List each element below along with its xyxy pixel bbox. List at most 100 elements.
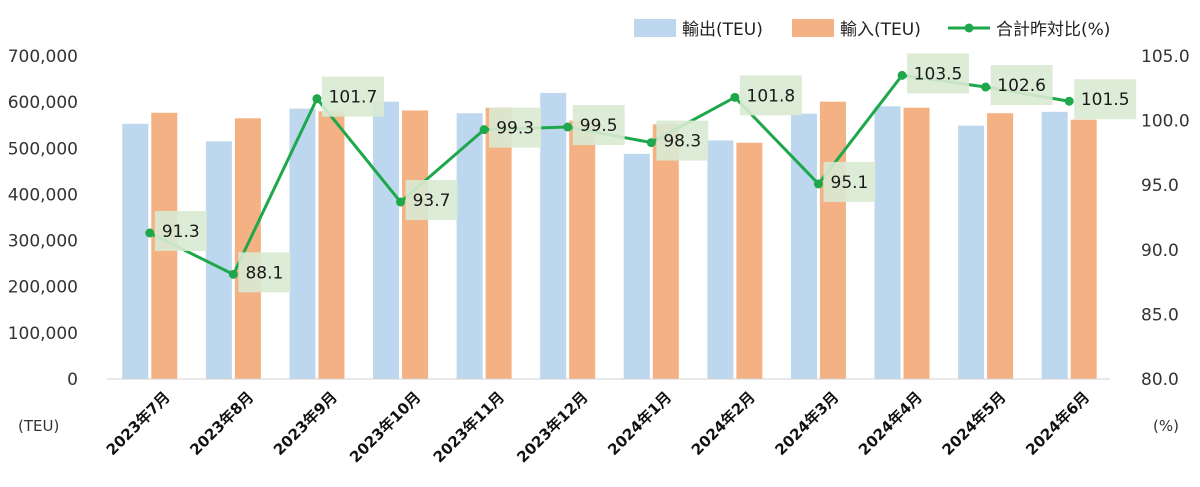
left-tick-label: 300,000 — [8, 232, 78, 252]
yoy-point — [145, 228, 155, 238]
yoy-point — [396, 197, 406, 207]
data-label-box — [154, 211, 207, 252]
x-tick-label: 2024年1月 — [604, 388, 675, 459]
bar-import — [485, 107, 512, 380]
x-tick-label: 2024年5月 — [939, 388, 1010, 459]
left-tick-label: 200,000 — [8, 278, 78, 298]
bar-export — [874, 106, 901, 379]
data-label-box — [739, 75, 802, 116]
legend: 輸出(TEU) 輸入(TEU) 合計昨対比(%) — [634, 19, 1110, 40]
right-tick-label: 85.0 — [1141, 305, 1179, 325]
data-label: 91.3 — [162, 222, 200, 242]
legend-label-import: 輸入(TEU) — [840, 20, 921, 40]
data-label: 101.7 — [329, 88, 378, 108]
data-label: 88.1 — [245, 263, 283, 283]
data-label-box — [656, 120, 709, 161]
data-label-box — [572, 105, 625, 146]
x-tick-label: 2023年12月 — [513, 388, 591, 466]
bar-export — [707, 140, 734, 379]
x-tick-label: 2024年6月 — [1022, 388, 1093, 459]
legend-label-yoy: 合計昨対比(%) — [996, 20, 1110, 40]
right-tick-label: 100.0 — [1141, 112, 1190, 132]
bar-export — [1041, 111, 1068, 379]
bar-export — [456, 113, 483, 380]
data-label-box — [405, 179, 458, 220]
left-axis-unit: (TEU) — [18, 417, 59, 435]
data-label: 95.1 — [831, 173, 869, 193]
data-label-box — [990, 65, 1053, 106]
data-label: 99.5 — [580, 116, 618, 136]
bar-export — [790, 113, 817, 379]
data-label: 93.7 — [413, 191, 451, 211]
bar-import — [903, 107, 930, 380]
right-axis-ticks: 80.0 85.0 90.0 95.0 100.0 105.0 — [1141, 47, 1190, 390]
data-label-box — [489, 107, 542, 148]
data-label: 98.3 — [663, 132, 701, 152]
right-tick-label: 95.0 — [1141, 176, 1179, 196]
bar-import — [402, 110, 429, 379]
yoy-point — [228, 269, 238, 279]
left-tick-label: 100,000 — [8, 324, 78, 344]
bar-import — [1070, 119, 1097, 380]
line-series-group — [145, 70, 1074, 279]
yoy-point — [1064, 96, 1074, 106]
x-tick-label: 2023年10月 — [346, 388, 424, 466]
bar-import — [652, 124, 679, 379]
bar-export — [623, 153, 650, 379]
x-tick-label: 2023年11月 — [430, 388, 508, 466]
x-tick-label: 2023年7月 — [103, 388, 174, 459]
bar-export — [289, 108, 316, 380]
left-axis-ticks: 0 100,000 200,000 300,000 400,000 500,000 600,… — [8, 47, 78, 390]
bar-import — [736, 142, 763, 379]
legend-swatch-import — [792, 19, 834, 37]
yoy-point — [897, 70, 907, 80]
bar-series-group — [122, 92, 1097, 380]
yoy-point — [730, 92, 740, 102]
x-axis-ticks: 2023年7月 2023年8月 2023年9月 2023年10月 2023年11月 202… — [103, 388, 1093, 466]
yoy-point — [981, 82, 991, 92]
bar-import — [318, 111, 345, 379]
left-tick-label: 500,000 — [8, 139, 78, 159]
right-tick-label: 105.0 — [1141, 47, 1190, 67]
data-label: 102.6 — [997, 76, 1046, 96]
right-axis-unit: (%) — [1153, 417, 1179, 435]
bar-import — [987, 113, 1014, 380]
right-tick-label: 80.0 — [1141, 370, 1179, 390]
data-label-box — [321, 76, 384, 117]
yoy-point — [563, 122, 573, 132]
left-tick-label: 400,000 — [8, 185, 78, 205]
legend-swatch-export — [634, 19, 676, 37]
right-tick-label: 90.0 — [1141, 241, 1179, 261]
yoy-point — [646, 138, 656, 148]
bar-export — [540, 92, 567, 380]
data-label: 99.3 — [496, 119, 534, 139]
bar-export — [122, 123, 149, 379]
x-tick-label: 2024年3月 — [771, 388, 842, 459]
left-tick-label: 700,000 — [8, 47, 78, 67]
left-tick-label: 600,000 — [8, 93, 78, 113]
legend-label-export: 輸出(TEU) — [682, 20, 763, 40]
bar-import — [234, 118, 261, 380]
bar-import — [819, 101, 846, 379]
data-label-box — [1074, 79, 1137, 120]
data-label-box — [238, 252, 291, 293]
data-label: 101.5 — [1081, 90, 1130, 110]
data-label: 103.5 — [914, 64, 963, 84]
yoy-point — [312, 94, 322, 104]
legend-swatch-yoy-marker — [964, 23, 974, 33]
bar-export — [373, 101, 400, 379]
data-labels-group: 91.3 88.1 101.7 93.7 99.3 99.5 98.3 101.8 95.1 10… — [154, 53, 1137, 293]
x-tick-label: 2023年8月 — [186, 388, 257, 459]
bar-export — [958, 125, 985, 379]
data-label-box — [907, 53, 970, 94]
bar-import — [569, 120, 596, 379]
data-label-box — [823, 161, 876, 202]
x-tick-label: 2024年2月 — [688, 388, 759, 459]
yoy-point — [813, 179, 823, 189]
yoy-point — [479, 125, 489, 135]
x-tick-label: 2023年9月 — [270, 388, 341, 459]
x-tick-label: 2024年4月 — [855, 388, 926, 459]
bar-export — [205, 141, 232, 379]
